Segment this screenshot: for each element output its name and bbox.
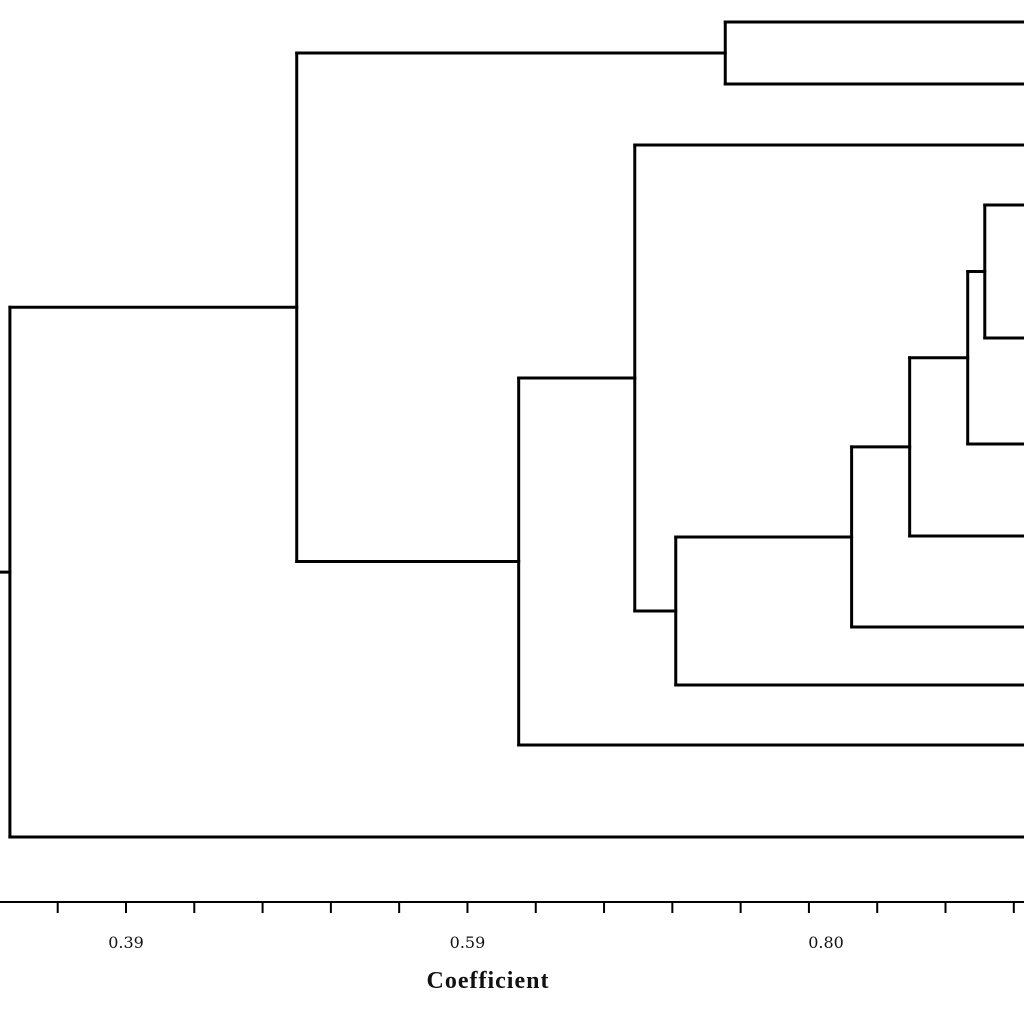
- x-axis-title: Coefficient: [427, 968, 550, 994]
- x-tick-label: 0.59: [450, 933, 486, 952]
- dendrogram-tree: [0, 20, 1024, 839]
- x-tick-label: 0.39: [108, 933, 144, 952]
- x-tick-label: 0.80: [808, 933, 844, 952]
- x-axis-ticks: [56, 902, 1015, 913]
- x-axis-tick-labels: 0.39 0.59 0.80: [108, 933, 844, 952]
